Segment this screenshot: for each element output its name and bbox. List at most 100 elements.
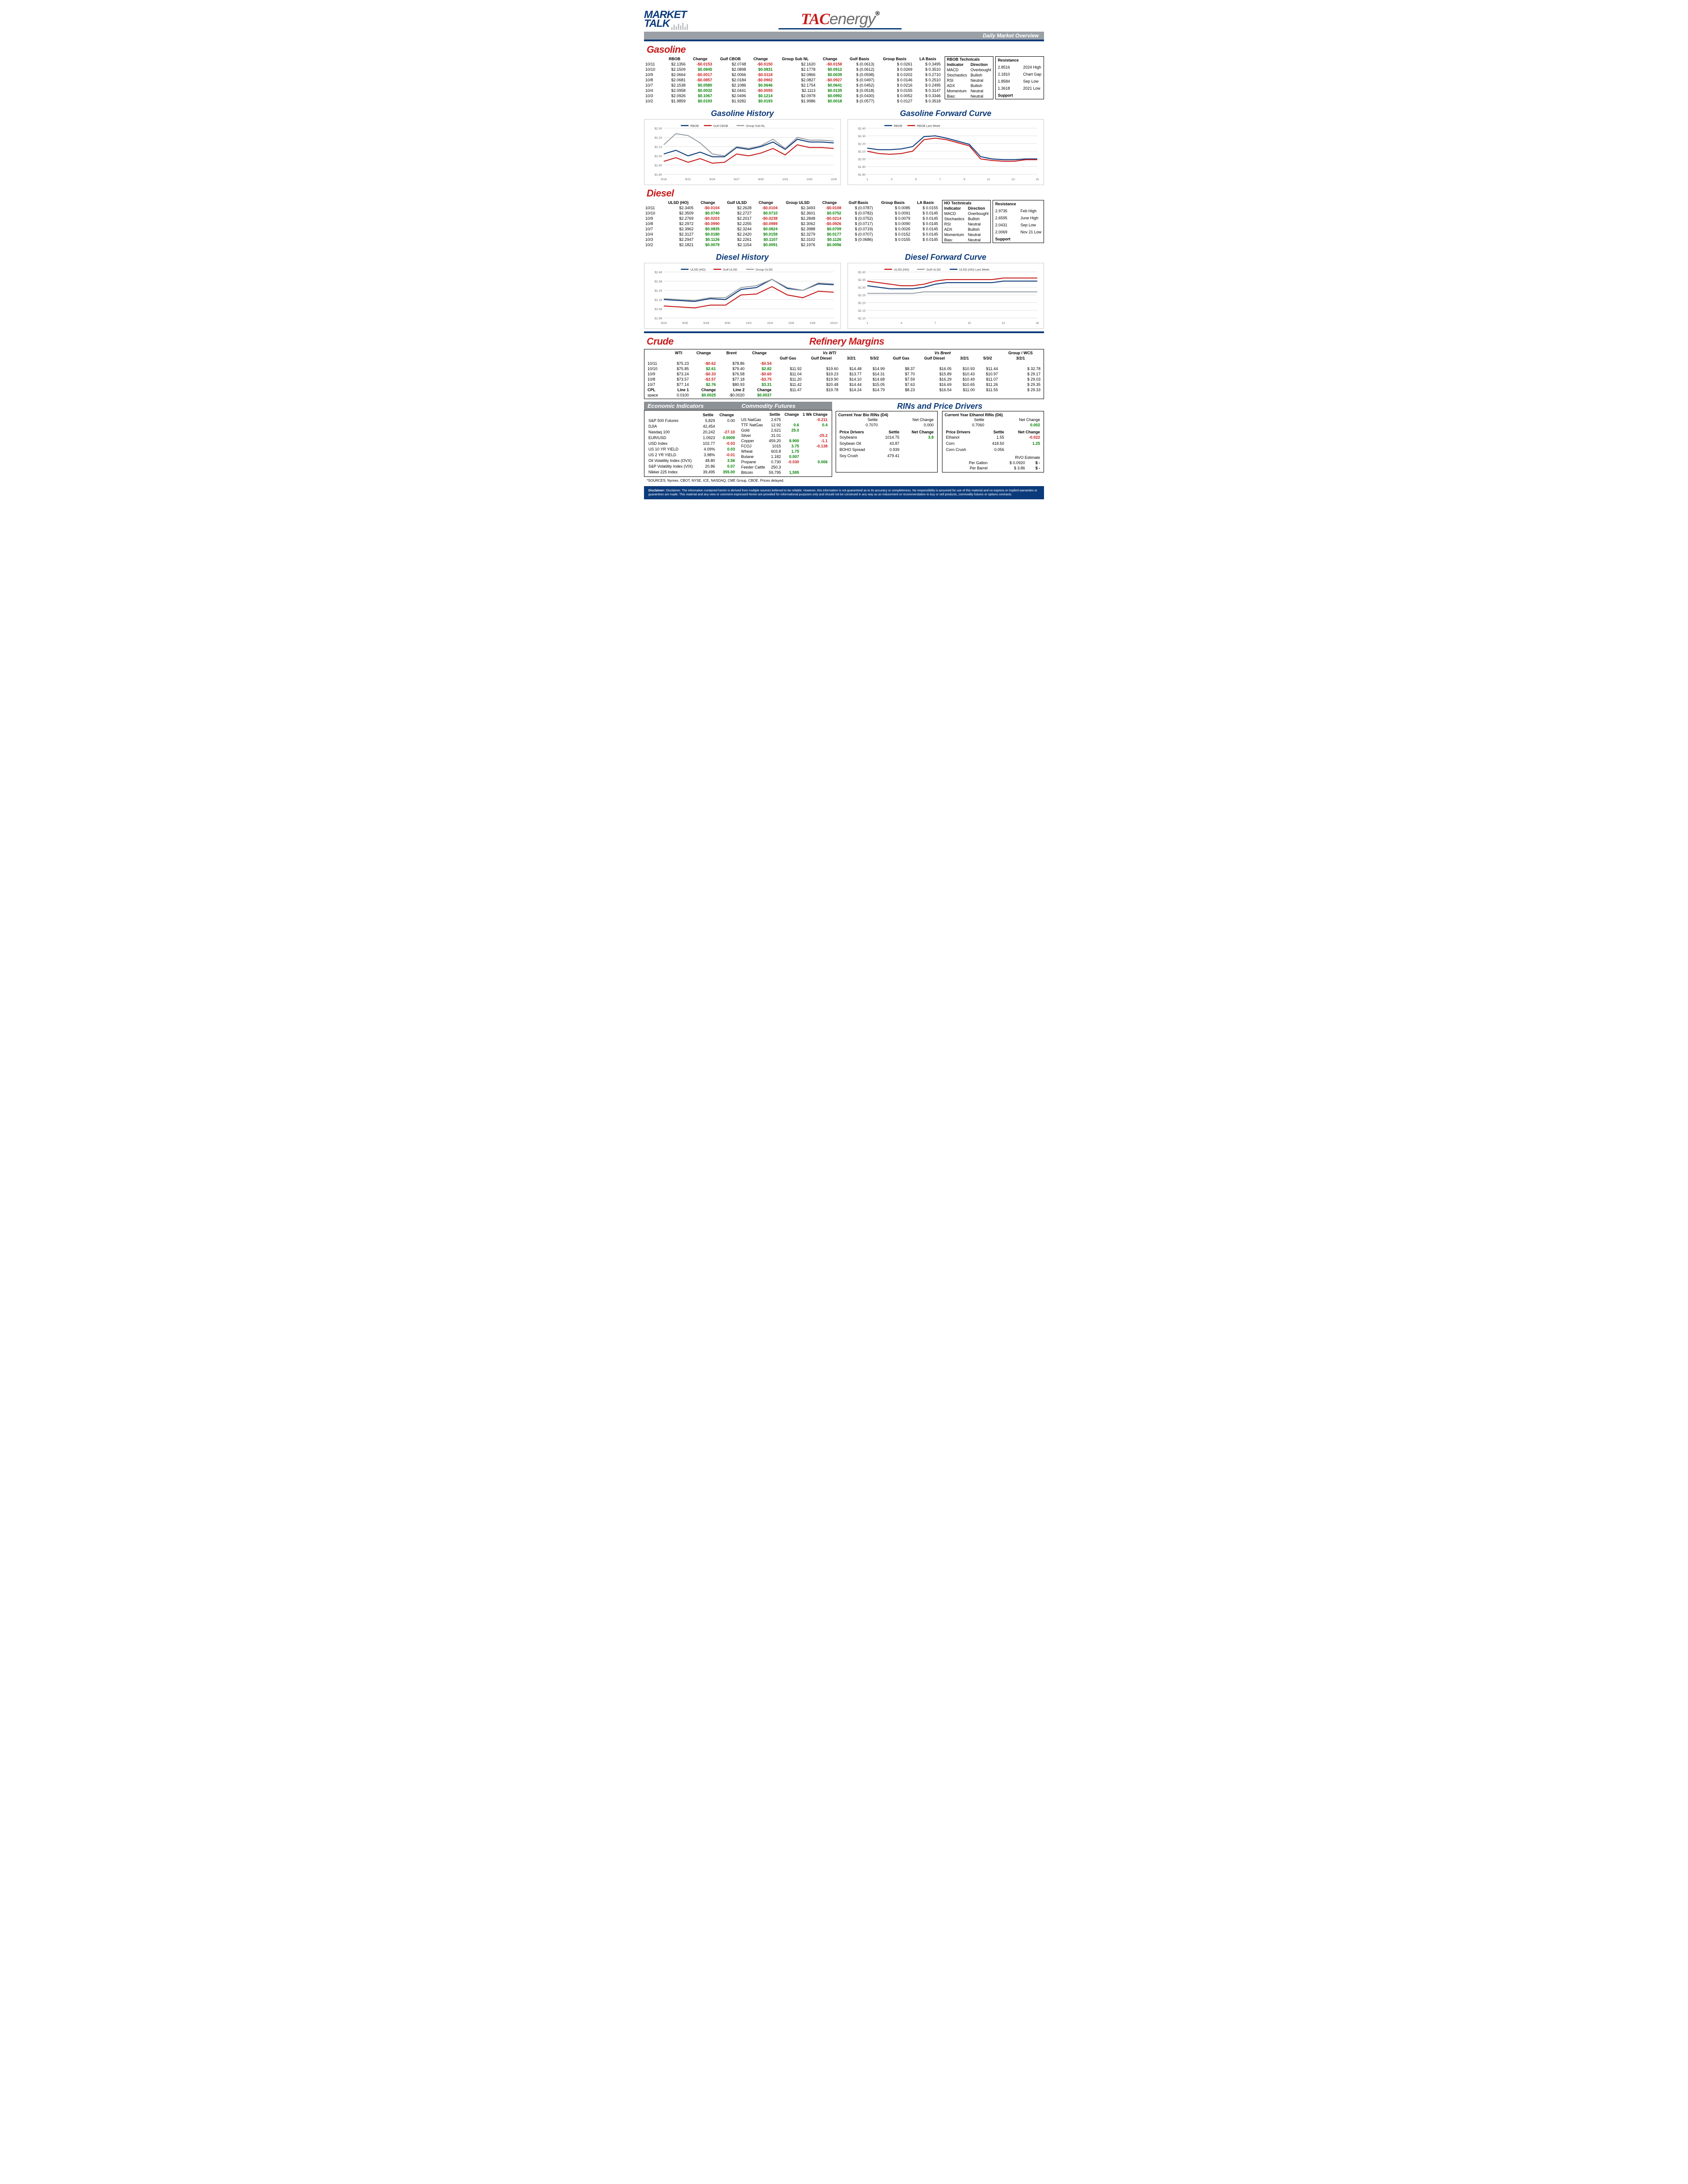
econ-table: SettleChangeS&P 500 Futures5,8290.00DJIA… [647,412,737,475]
svg-text:10/8: 10/8 [810,322,815,325]
svg-text:$2.00: $2.00 [655,155,662,158]
rins-left: Current Year Bio RINs (D4) SettleNet Cha… [836,411,938,472]
commodity-header: Commodity Futures [738,402,832,410]
svg-text:10: 10 [968,322,971,325]
svg-text:9/21: 9/21 [685,178,691,181]
svg-text:$1.90: $1.90 [858,166,866,169]
econ-header: Economic Indicators [644,402,738,410]
svg-text:$2.28: $2.28 [655,289,662,292]
svg-text:16: 16 [1035,322,1039,325]
gasoline-forward-chart: $1.80$1.90$2.00$2.10$2.20$2.30$2.4013579… [848,119,1044,185]
svg-text:10/6: 10/6 [788,322,794,325]
svg-text:10/4: 10/4 [767,322,773,325]
svg-text:9/18: 9/18 [661,178,666,181]
gasoline-forward-title: Gasoline Forward Curve [900,109,991,118]
svg-text:$2.25: $2.25 [858,294,866,297]
svg-text:7: 7 [934,322,936,325]
svg-text:$2.35: $2.35 [858,279,866,282]
svg-text:10/6: 10/6 [807,178,812,181]
svg-text:9/30: 9/30 [724,322,730,325]
refinery-margins-title: Refinery Margins [809,336,884,347]
svg-text:$2.20: $2.20 [858,142,866,145]
svg-text:$2.40: $2.40 [858,271,866,274]
svg-text:9/28: 9/28 [703,322,709,325]
crude-table: WTIChangeBrentChangeVs WTIVs BrentGroup … [646,350,1042,398]
svg-text:$1.80: $1.80 [655,173,662,176]
svg-text:$2.20: $2.20 [858,302,866,305]
svg-text:$1.98: $1.98 [655,317,662,320]
svg-text:$2.38: $2.38 [655,280,662,283]
svg-text:9/26: 9/26 [682,322,688,325]
svg-text:4: 4 [900,322,902,325]
svg-text:ULSD (HO): ULSD (HO) [894,269,909,272]
svg-text:$2.10: $2.10 [655,145,662,149]
svg-text:15: 15 [1035,178,1039,181]
svg-text:1: 1 [866,322,868,325]
svg-text:RBOB: RBOB [690,125,699,128]
commodity-table: SettleChange1 Wk ChangeUS NatGas2.675-0.… [739,412,829,475]
svg-text:Group ULSD: Group ULSD [756,269,773,272]
diesel-table: ULSD (HO)ChangeGulf ULSDChangeGroup ULSD… [644,200,939,247]
svg-text:$2.20: $2.20 [655,136,662,139]
svg-text:9: 9 [964,178,965,181]
ho-technicals: HO TechnicalsIndicatorDirectionMACDOverb… [942,200,991,243]
svg-text:Group Sub NL: Group Sub NL [746,125,765,128]
rbob-resistance: Resistance2.85162024 High2.1810Chart Gap… [995,56,1044,99]
svg-text:$1.90: $1.90 [655,164,662,167]
gasoline-history-chart: $1.80 $1.90 $2.00 $2.10 $2.20 $2.30 9/18 9/21 9/… [644,119,841,185]
disclaimer: Disclaimer: Disclaimer: The information … [644,486,1044,499]
rins-title: RINs and Price Drivers [836,402,1044,411]
rins-right: Current Year Ethanol RINs (D6) SettleNet… [942,411,1044,472]
svg-text:13: 13 [1011,178,1015,181]
page-header: MARKET TALK TACenergy® [644,9,1044,30]
svg-text:Gulf ULSD: Gulf ULSD [926,269,941,272]
svg-text:$2.30: $2.30 [858,135,866,138]
svg-text:9/24: 9/24 [661,322,666,325]
svg-text:ULSD (HO) Last Week: ULSD (HO) Last Week [959,269,989,272]
gasoline-title: Gasoline [647,44,1044,55]
ho-resistance: Resistance2.9735Feb High2.6595June High2… [993,200,1044,243]
svg-text:9/30: 9/30 [758,178,764,181]
diesel-forward-chart: $2.10 $2.15 $2.20 $2.25 $2.30 $2.35 $2.40 1 4 7 10… [848,263,1044,329]
svg-text:3: 3 [891,178,892,181]
svg-text:13: 13 [1001,322,1005,325]
svg-text:RBOB: RBOB [894,125,902,128]
market-talk-logo: MARKET TALK [644,9,689,30]
svg-text:Gulf ULSD: Gulf ULSD [723,269,738,272]
svg-text:$2.15: $2.15 [858,309,866,313]
diesel-history-chart: $1.98 $2.08 $2.18 $2.28 $2.38 $2.48 9/24 9/26 9/… [644,263,841,329]
svg-text:10/10: 10/10 [830,322,837,325]
rbob-technicals: RBOB TechnicalsIndicatorDirectionMACDOve… [945,56,993,99]
svg-text:7: 7 [939,178,941,181]
svg-text:$2.30: $2.30 [858,286,866,289]
svg-text:1: 1 [866,178,868,181]
crude-title: Crude [647,336,807,347]
title-bar: Daily Market Overview [644,32,1044,40]
svg-text:RBOB Last Week: RBOB Last Week [917,125,940,128]
svg-text:$2.18: $2.18 [655,298,662,302]
svg-text:10/9: 10/9 [831,178,837,181]
svg-text:$2.40: $2.40 [858,127,866,131]
svg-text:$2.08: $2.08 [655,308,662,311]
svg-text:$2.10: $2.10 [858,150,866,153]
tac-logo: TACenergy® [779,10,902,29]
diesel-title: Diesel [647,188,1044,199]
svg-text:$2.48: $2.48 [655,271,662,274]
svg-text:$2.30: $2.30 [655,127,662,131]
page-title: Daily Market Overview [983,33,1039,39]
svg-text:10/2: 10/2 [746,322,752,325]
svg-text:$2.10: $2.10 [858,317,866,320]
svg-text:ULSD (HO): ULSD (HO) [690,269,706,272]
crude-table-wrap: WTIChangeBrentChangeVs WTIVs BrentGroup … [644,349,1044,399]
gasoline-table: RBOBChangeGulf CBOBChangeGroup Sub NLCha… [644,56,942,104]
disclaimer-text: Disclaimer: The information contained he… [648,489,1037,496]
sources-text: *SOURCES: Nymex, CBOT, NYSE, ICE, NASDAQ… [647,479,1044,483]
svg-text:$1.80: $1.80 [858,173,866,176]
svg-text:5: 5 [915,178,917,181]
svg-text:9/24: 9/24 [709,178,715,181]
svg-text:9/27: 9/27 [734,178,739,181]
divider [644,40,1044,41]
svg-text:$2.00: $2.00 [858,158,866,161]
diesel-forward-title: Diesel Forward Curve [905,253,986,262]
svg-text:11: 11 [987,178,990,181]
